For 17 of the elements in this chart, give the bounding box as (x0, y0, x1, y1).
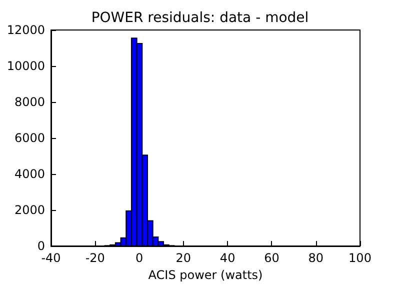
x-tick-label: -40 (41, 251, 61, 265)
x-tick-label: 80 (308, 251, 324, 265)
chart-title: POWER residuals: data - model (91, 10, 309, 26)
x-axis-title: ACIS power (watts) (148, 268, 263, 282)
y-tick-label: 8000 (14, 95, 45, 109)
y-tick-label: 2000 (14, 203, 45, 217)
y-tick-label: 0 (37, 239, 45, 253)
x-tick-label: 20 (176, 251, 192, 265)
x-tick-label: 0 (135, 251, 144, 265)
x-tick-label: 40 (220, 251, 236, 265)
x-tick-label: 60 (264, 251, 280, 265)
y-tick-label: 12000 (6, 23, 45, 37)
x-tick-label: 100 (348, 251, 372, 265)
y-tick-label: 6000 (14, 131, 45, 145)
y-tick-label: 10000 (6, 59, 45, 73)
y-tick-label: 4000 (14, 167, 45, 181)
x-tick-label: -20 (85, 251, 105, 265)
